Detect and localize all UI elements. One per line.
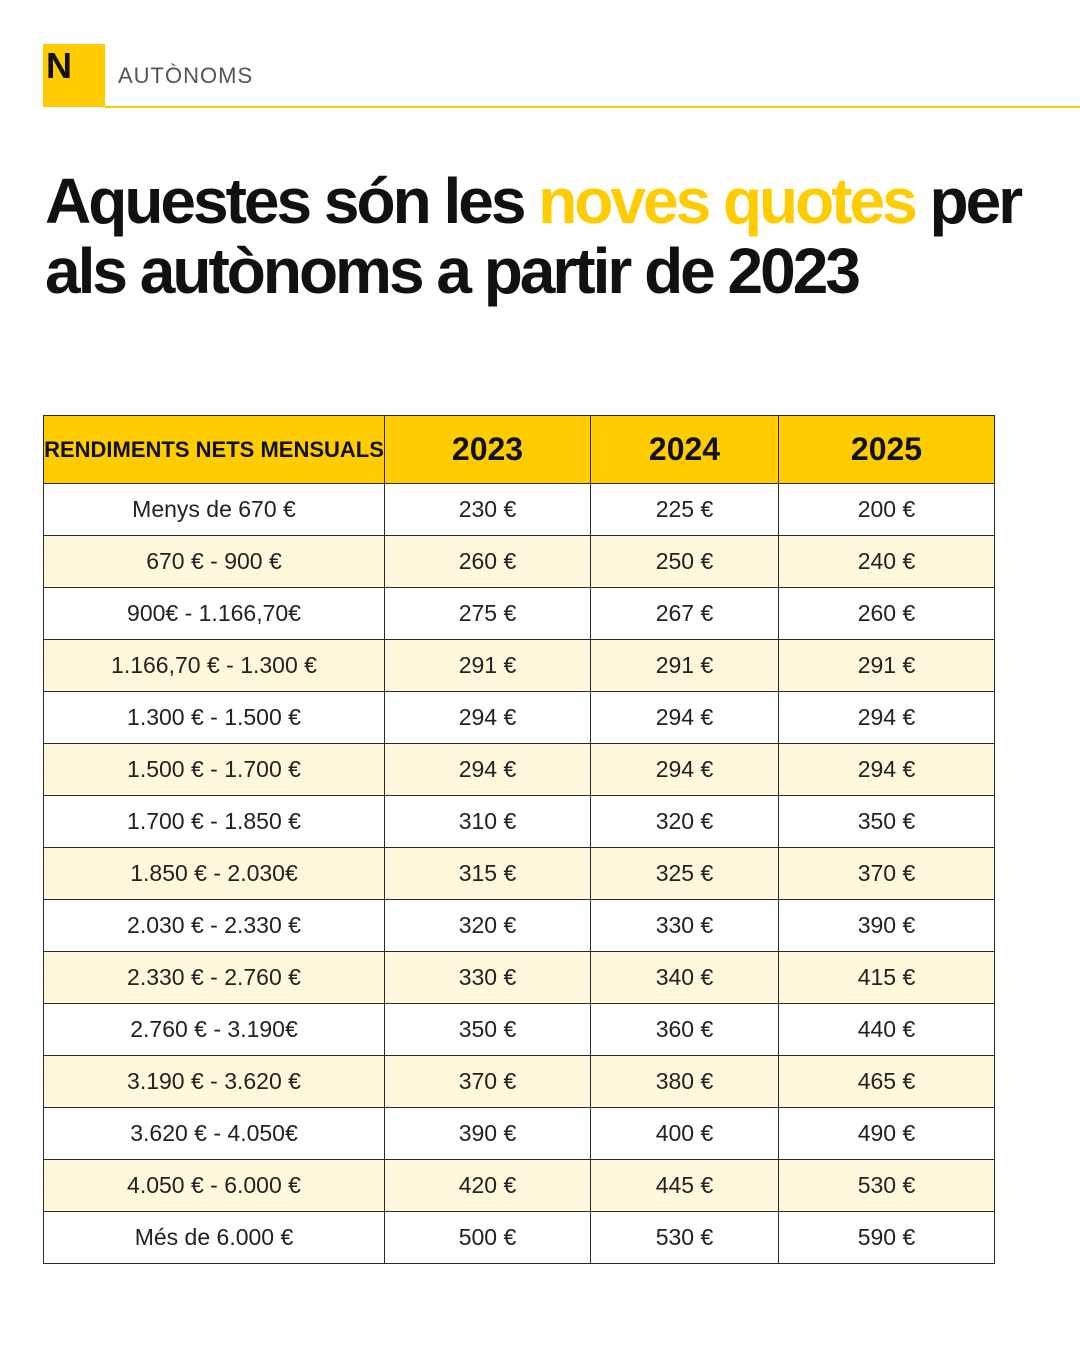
income-range-cell: 1.700 € - 1.850 € xyxy=(43,795,385,848)
quota-2023-cell: 500 € xyxy=(384,1211,591,1264)
quota-2025-cell: 240 € xyxy=(778,535,995,588)
column-header-2024: 2024 xyxy=(590,415,779,484)
table-header-row: RENDIMENTS NETS MENSUALS 2023 2024 2025 xyxy=(43,415,995,484)
quota-2025-cell: 294 € xyxy=(778,743,995,796)
income-range-cell: 3.190 € - 3.620 € xyxy=(43,1055,385,1108)
quota-2023-cell: 294 € xyxy=(384,691,591,744)
quota-2025-cell: 370 € xyxy=(778,847,995,900)
income-range-cell: 1.850 € - 2.030€ xyxy=(43,847,385,900)
quota-2024-cell: 291 € xyxy=(590,639,779,692)
title-part-2: per als autònoms a partir de 2023 xyxy=(45,165,1023,307)
quota-2024-cell: 250 € xyxy=(590,535,779,588)
quotes-table: RENDIMENTS NETS MENSUALS 2023 2024 2025 … xyxy=(43,415,995,1264)
quota-2023-cell: 420 € xyxy=(384,1159,591,1212)
section-label: AUTÒNOMS xyxy=(118,63,254,88)
quota-2024-cell: 325 € xyxy=(590,847,779,900)
quota-2024-cell: 330 € xyxy=(590,899,779,952)
quota-2024-cell: 267 € xyxy=(590,587,779,640)
table-row: 900€ - 1.166,70€ 275 €267 €260 € xyxy=(43,587,995,640)
quota-2025-cell: 294 € xyxy=(778,691,995,744)
income-range-cell: 1.166,70 € - 1.300 € xyxy=(43,639,385,692)
quota-2024-cell: 360 € xyxy=(590,1003,779,1056)
quota-2023-cell: 350 € xyxy=(384,1003,591,1056)
table-row: 1.850 € - 2.030€ 315 €325 €370 € xyxy=(43,847,995,900)
table-row: 670 € - 900 €260 €250 €240 € xyxy=(43,535,995,588)
quota-2025-cell: 390 € xyxy=(778,899,995,952)
table-row: 1.700 € - 1.850 €310 €320 €350 € xyxy=(43,795,995,848)
quota-2023-cell: 294 € xyxy=(384,743,591,796)
table-body: Menys de 670 €230 €225 €200 €670 € - 900… xyxy=(43,483,995,1264)
table-row: 1.300 € - 1.500 €294 €294 €294 € xyxy=(43,691,995,744)
quota-2023-cell: 260 € xyxy=(384,535,591,588)
quota-2023-cell: 390 € xyxy=(384,1107,591,1160)
quota-2025-cell: 440 € xyxy=(778,1003,995,1056)
income-range-cell: 900€ - 1.166,70€ xyxy=(43,587,385,640)
quota-2023-cell: 320 € xyxy=(384,899,591,952)
column-header-income: RENDIMENTS NETS MENSUALS xyxy=(43,415,385,484)
quota-2024-cell: 530 € xyxy=(590,1211,779,1264)
table-row: Més de 6.000 €500 €530 €590 € xyxy=(43,1211,995,1264)
title-part-1: Aquestes són les xyxy=(45,165,539,237)
quota-2024-cell: 294 € xyxy=(590,743,779,796)
table-row: 1.166,70 € - 1.300 €291 €291 €291 € xyxy=(43,639,995,692)
income-range-cell: 3.620 € - 4.050€ xyxy=(43,1107,385,1160)
quota-2023-cell: 370 € xyxy=(384,1055,591,1108)
quota-2025-cell: 415 € xyxy=(778,951,995,1004)
logo: N xyxy=(43,44,105,107)
quota-2025-cell: 530 € xyxy=(778,1159,995,1212)
column-header-2023: 2023 xyxy=(384,415,591,484)
quota-2025-cell: 350 € xyxy=(778,795,995,848)
quota-2025-cell: 260 € xyxy=(778,587,995,640)
quota-2025-cell: 490 € xyxy=(778,1107,995,1160)
quota-2024-cell: 320 € xyxy=(590,795,779,848)
quota-2024-cell: 225 € xyxy=(590,483,779,536)
logo-letter: N xyxy=(46,45,72,86)
table-row: 1.500 € - 1.700 €294 €294 €294 € xyxy=(43,743,995,796)
quota-2024-cell: 380 € xyxy=(590,1055,779,1108)
quota-2023-cell: 315 € xyxy=(384,847,591,900)
income-range-cell: 2.030 € - 2.330 € xyxy=(43,899,385,952)
income-range-cell: 1.300 € - 1.500 € xyxy=(43,691,385,744)
table-row: 2.330 € - 2.760 €330 €340 €415 € xyxy=(43,951,995,1004)
table-row: 2.760 € - 3.190€ 350 €360 €440 € xyxy=(43,1003,995,1056)
quota-2025-cell: 291 € xyxy=(778,639,995,692)
title-highlight: noves quotes xyxy=(538,165,918,237)
quota-2025-cell: 200 € xyxy=(778,483,995,536)
quota-2023-cell: 291 € xyxy=(384,639,591,692)
quota-2024-cell: 400 € xyxy=(590,1107,779,1160)
income-range-cell: 4.050 € - 6.000 € xyxy=(43,1159,385,1212)
income-range-cell: 2.330 € - 2.760 € xyxy=(43,951,385,1004)
table-row: Menys de 670 €230 €225 €200 € xyxy=(43,483,995,536)
income-range-cell: 2.760 € - 3.190€ xyxy=(43,1003,385,1056)
quota-2023-cell: 330 € xyxy=(384,951,591,1004)
income-range-cell: Menys de 670 € xyxy=(43,483,385,536)
quota-2023-cell: 230 € xyxy=(384,483,591,536)
quota-2024-cell: 340 € xyxy=(590,951,779,1004)
page-title: Aquestes són les noves quotes per als au… xyxy=(45,166,1025,306)
quota-2023-cell: 310 € xyxy=(384,795,591,848)
quota-2024-cell: 294 € xyxy=(590,691,779,744)
table-row: 4.050 € - 6.000 €420 €445 €530 € xyxy=(43,1159,995,1212)
income-range-cell: 1.500 € - 1.700 € xyxy=(43,743,385,796)
quota-2023-cell: 275 € xyxy=(384,587,591,640)
table-row: 2.030 € - 2.330 €320 €330 €390 € xyxy=(43,899,995,952)
income-range-cell: 670 € - 900 € xyxy=(43,535,385,588)
table-row: 3.190 € - 3.620 €370 €380 €465 € xyxy=(43,1055,995,1108)
quota-2025-cell: 590 € xyxy=(778,1211,995,1264)
table-row: 3.620 € - 4.050€ 390 €400 €490 € xyxy=(43,1107,995,1160)
income-range-cell: Més de 6.000 € xyxy=(43,1211,385,1264)
header-divider xyxy=(105,106,1080,108)
quota-2024-cell: 445 € xyxy=(590,1159,779,1212)
quota-2025-cell: 465 € xyxy=(778,1055,995,1108)
column-header-2025: 2025 xyxy=(778,415,995,484)
